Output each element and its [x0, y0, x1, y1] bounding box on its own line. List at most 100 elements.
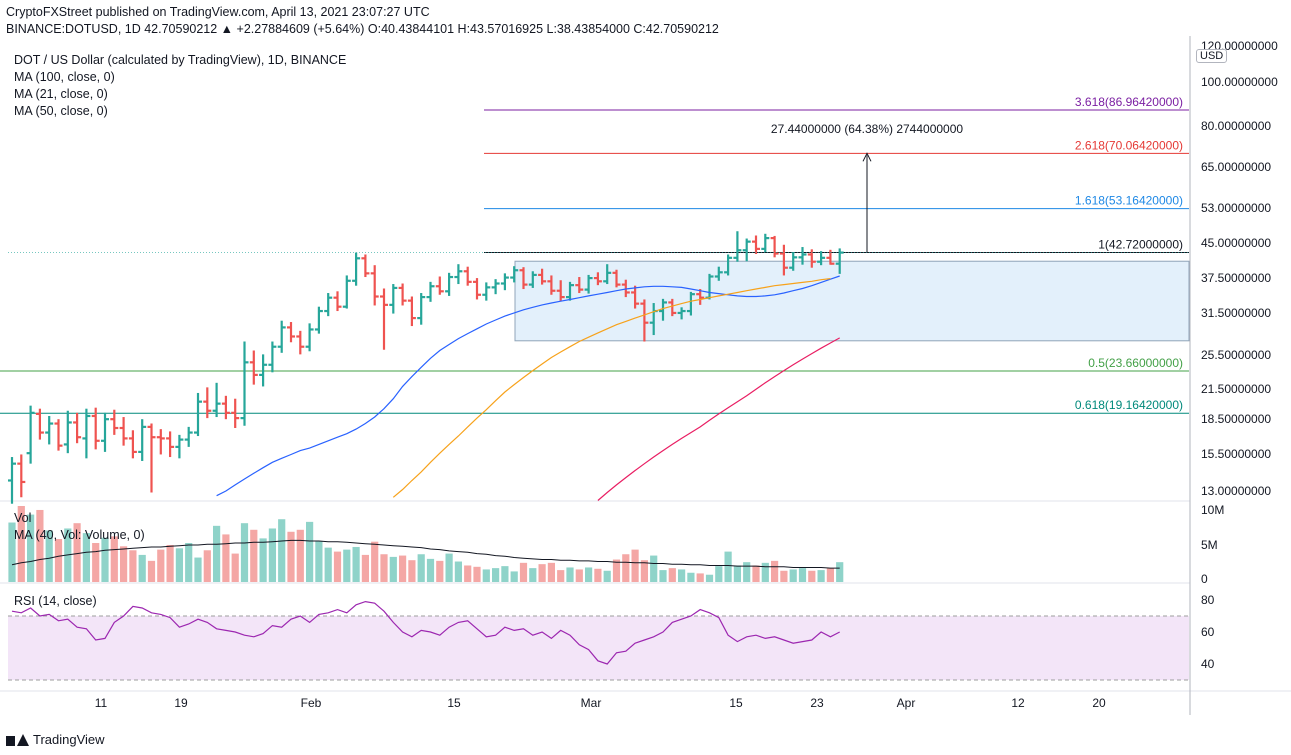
volume-bar	[454, 561, 462, 582]
volume-bar	[361, 554, 369, 582]
price-tick-label: 18.50000000	[1201, 412, 1271, 426]
ohlc-bar	[761, 233, 770, 253]
ohlc-bar	[231, 398, 240, 429]
ohlc-bar	[659, 298, 667, 321]
volume-bar	[426, 558, 435, 582]
volume-bar	[631, 549, 639, 582]
volume-bar	[436, 560, 444, 582]
legend-vol[interactable]: Vol	[14, 511, 32, 525]
volume-bar	[147, 560, 156, 582]
volume-bar	[417, 554, 425, 582]
ohlc-bar	[398, 283, 407, 306]
ohlc-bar	[138, 419, 147, 461]
ohlc-bar	[17, 454, 26, 498]
volume-bar	[287, 531, 295, 582]
volume-bar	[343, 549, 351, 582]
ohlc-bar	[752, 235, 760, 255]
time-tick-label: Mar	[581, 696, 602, 710]
volume-bar	[510, 571, 518, 582]
ohlc-bar	[175, 434, 184, 459]
ohlc-bar	[500, 273, 509, 291]
ohlc-bar	[603, 264, 612, 285]
ohlc-bar	[547, 275, 556, 295]
volume-bar	[817, 570, 825, 582]
legend-ma100[interactable]: MA (100, close, 0)	[14, 70, 115, 84]
volume-bar	[166, 544, 174, 582]
ohlc-bar	[491, 279, 500, 295]
volume-bar	[306, 521, 314, 582]
volume-bar	[399, 555, 407, 582]
tradingview-icon	[6, 733, 29, 746]
legend-ma21[interactable]: MA (21, close, 0)	[14, 87, 108, 101]
ohlc-bar	[668, 298, 677, 317]
legend-ma50[interactable]: MA (50, close, 0)	[14, 104, 108, 118]
ohlc-bar	[128, 430, 137, 459]
ohlc-bar	[445, 272, 454, 296]
ohlc-bar	[435, 276, 444, 295]
currency-badge[interactable]: USD	[1196, 49, 1228, 63]
ohlc-bar	[407, 296, 416, 327]
price-tick-label: 53.00000000	[1201, 201, 1271, 215]
ohlc-bar	[342, 275, 351, 309]
rsi-band	[8, 616, 1189, 680]
price-tick-label: 25.50000000	[1201, 348, 1271, 362]
ohlc-bar	[91, 407, 100, 450]
volume-bar	[380, 554, 388, 582]
legend-vol-ma[interactable]: MA (40, Vol: Volume, 0)	[14, 528, 145, 542]
volume-bar	[482, 569, 490, 582]
ohlc-bar	[473, 278, 481, 300]
fib-level-label: 1(42.72000000)	[1098, 237, 1183, 251]
volume-bar	[138, 554, 146, 582]
ohlc-bar	[221, 395, 230, 420]
price-tick-label: 80.00000000	[1201, 119, 1271, 133]
ohlc-bar	[621, 279, 630, 298]
ohlc-bar	[277, 320, 286, 353]
ohlc-bar	[742, 238, 751, 262]
legend-rsi[interactable]: RSI (14, close)	[14, 594, 97, 608]
volume-bar	[54, 539, 63, 582]
volume-bar	[733, 565, 741, 582]
fib-level-label: 0.618(19.16420000)	[1075, 398, 1183, 412]
ohlc-bar	[631, 285, 640, 309]
volume-bar	[724, 551, 732, 582]
time-tick-label: 12	[1011, 696, 1025, 710]
ohlc-bar	[538, 268, 547, 285]
ohlc-bar	[426, 281, 435, 302]
ohlc-bar	[566, 281, 574, 301]
ohlc-bar	[463, 266, 472, 286]
volume-bar	[352, 546, 360, 582]
tradingview-logo[interactable]: TradingView	[6, 732, 105, 747]
ohlc-bar	[305, 323, 314, 352]
rsi-tick-label: 80	[1201, 593, 1215, 607]
volume-bar	[82, 533, 90, 582]
ohlc-bar	[556, 280, 565, 302]
volume-bar	[231, 553, 239, 582]
volume-bar	[445, 553, 453, 582]
price-tick-label: 37.50000000	[1201, 271, 1271, 285]
volume-bar	[547, 562, 555, 582]
volume-bar	[324, 547, 332, 582]
volume-bar	[771, 560, 779, 582]
ma21-line	[216, 275, 840, 497]
fib-level-label: 2.618(70.06420000)	[1075, 138, 1183, 152]
ohlc-bar	[519, 267, 528, 290]
volume-bar	[659, 570, 667, 582]
volume-bar	[640, 560, 648, 582]
ohlc-bar	[119, 417, 128, 446]
volume-bar	[389, 556, 397, 582]
volume-bar	[315, 541, 323, 582]
time-tick-label: 15	[729, 696, 743, 710]
volume-bar	[780, 570, 788, 582]
ohlc-bar	[82, 408, 91, 459]
price-tick-label: 31.50000000	[1201, 306, 1271, 320]
volume-bar	[194, 557, 202, 582]
volume-bar	[371, 541, 379, 582]
fib-level-label: 0.5(23.66000000)	[1088, 356, 1183, 370]
volume-bar	[557, 570, 565, 582]
volume-bar	[296, 529, 304, 582]
time-tick-label: 23	[810, 696, 824, 710]
volume-tick-label: 10M	[1201, 503, 1224, 517]
ohlc-bar	[584, 274, 593, 294]
tradingview-brand: TradingView	[33, 732, 105, 747]
